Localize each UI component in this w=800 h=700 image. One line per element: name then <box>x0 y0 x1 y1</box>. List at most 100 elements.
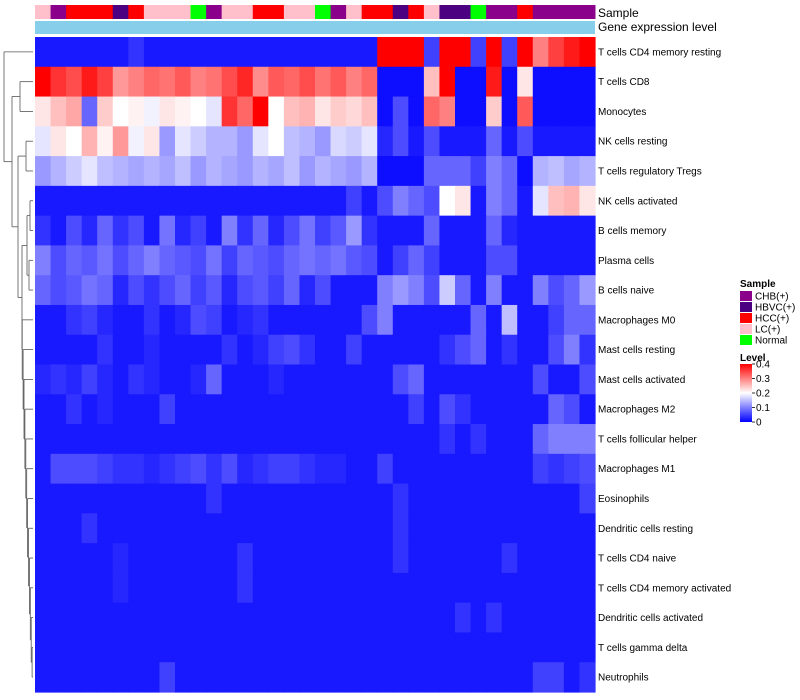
heatmap-cell <box>486 96 503 127</box>
heatmap-cell <box>252 543 269 574</box>
legend-level-tick-label: 0.3 <box>756 374 770 385</box>
heatmap-cell <box>532 394 549 425</box>
heatmap-cell <box>237 96 254 127</box>
heatmap-cell <box>66 96 83 127</box>
heatmap-cell <box>532 245 549 276</box>
heatmap-cell <box>563 513 581 544</box>
heatmap-cell <box>470 543 487 574</box>
heatmap-cell <box>501 394 518 425</box>
heatmap-cell <box>517 483 534 514</box>
heatmap-cell <box>377 37 394 68</box>
heatmap-cell <box>579 185 596 217</box>
heatmap-cell <box>470 513 487 544</box>
heatmap-cell <box>97 424 114 455</box>
heatmap-cell <box>563 304 581 336</box>
heatmap-cell <box>423 394 441 425</box>
heatmap-cell <box>283 602 301 634</box>
heatmap-cell <box>408 572 425 604</box>
heatmap-cell <box>81 424 98 455</box>
heatmap-cell <box>221 453 238 485</box>
heatmap-cell <box>299 215 316 247</box>
heatmap-cell <box>470 245 487 276</box>
heatmap-cell <box>143 602 161 634</box>
heatmap-cell <box>97 275 114 306</box>
heatmap-cell <box>237 543 254 574</box>
heatmap-cell <box>112 543 129 574</box>
row-label: Neutrophils <box>598 673 649 684</box>
heatmap-cell <box>66 185 83 217</box>
heatmap-cell <box>128 453 145 485</box>
heatmap-cell <box>455 156 472 187</box>
legend-sample-swatch <box>740 335 752 345</box>
heatmap-cell <box>175 364 192 395</box>
row-label: Dendritic cells activated <box>598 613 703 624</box>
heatmap-cell <box>252 185 269 217</box>
sample-annotation-cell <box>439 5 456 19</box>
heatmap-cell <box>423 156 441 187</box>
heatmap-cell <box>112 66 129 98</box>
heatmap-cell <box>532 215 549 247</box>
heatmap-cell <box>361 483 378 514</box>
heatmap-cell <box>423 185 441 217</box>
heatmap-cell <box>532 543 549 574</box>
heatmap-cell <box>517 453 534 485</box>
heatmap-cell <box>50 602 67 634</box>
heatmap-cell <box>299 453 316 485</box>
sample-annotation-cell <box>175 5 192 19</box>
heatmap-cell <box>237 215 254 247</box>
heatmap-cell <box>548 543 565 574</box>
heatmap-cell <box>548 66 565 98</box>
row-label: Macrophages M2 <box>598 405 676 416</box>
legend-sample-swatch <box>740 291 752 301</box>
heatmap-cell <box>97 126 114 157</box>
heatmap-cell <box>392 96 409 127</box>
heatmap-cell <box>470 215 487 247</box>
heatmap-cell <box>175 453 192 485</box>
heatmap-cell <box>330 394 347 425</box>
heatmap-cell <box>128 602 145 634</box>
heatmap-cell <box>377 394 394 425</box>
heatmap-cell <box>97 453 114 485</box>
heatmap-cell <box>81 96 98 127</box>
heatmap-cell <box>206 185 223 217</box>
sample-annotation-cell <box>299 5 316 19</box>
heatmap-cell <box>330 483 347 514</box>
heatmap-cell <box>112 185 129 217</box>
heatmap-cell <box>50 37 67 68</box>
heatmap-cell <box>50 543 67 574</box>
heatmap-cell <box>532 572 549 604</box>
heatmap-cell <box>501 453 518 485</box>
heatmap-cell <box>268 453 285 485</box>
heatmap-cell <box>377 96 394 127</box>
row-label: T cells regulatory Tregs <box>598 166 702 177</box>
heatmap-cell <box>175 424 192 455</box>
heatmap-cell <box>252 37 269 68</box>
heatmap-cell <box>143 543 161 574</box>
legend-level: Level 0.4 0.3 0.2 0.1 0 <box>740 353 770 429</box>
heatmap-cell <box>221 215 238 247</box>
heatmap-cell <box>517 364 534 395</box>
heatmap-cell <box>470 632 487 663</box>
heatmap-cell <box>548 483 565 514</box>
sample-annotation-cell <box>237 5 254 19</box>
heatmap-cell <box>175 215 192 247</box>
heatmap-cell <box>268 394 285 425</box>
heatmap-cell <box>35 96 52 127</box>
heatmap-cell <box>252 96 269 127</box>
heatmap-cell <box>97 66 114 98</box>
heatmap-cell <box>66 453 83 485</box>
heatmap-cell <box>439 453 456 485</box>
heatmap-cell <box>206 215 223 247</box>
heatmap-cell <box>283 662 301 693</box>
row-label: T cells gamma delta <box>598 643 688 654</box>
heatmap-cell <box>143 304 161 336</box>
heatmap-cell <box>50 572 67 604</box>
heatmap-cell <box>159 275 176 306</box>
heatmap-cell <box>159 96 176 127</box>
heatmap-cell <box>408 424 425 455</box>
heatmap-cell <box>35 602 52 634</box>
heatmap-cell <box>50 275 67 306</box>
heatmap-cell <box>268 632 285 663</box>
heatmap-cell <box>377 304 394 336</box>
heatmap-cell <box>346 364 363 395</box>
